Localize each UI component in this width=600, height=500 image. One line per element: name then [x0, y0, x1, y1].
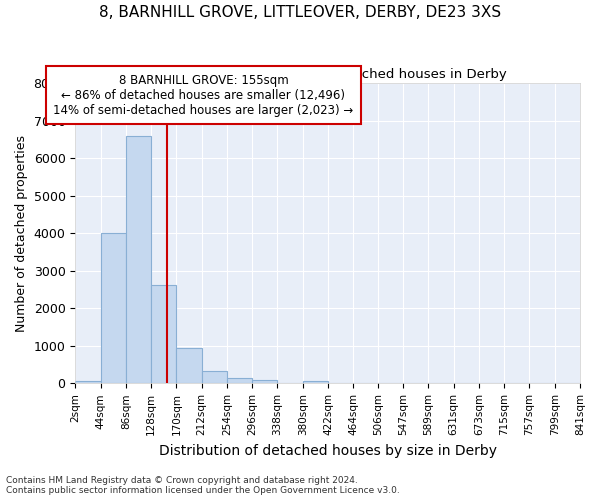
Text: 8, BARNHILL GROVE, LITTLEOVER, DERBY, DE23 3XS: 8, BARNHILL GROVE, LITTLEOVER, DERBY, DE… [99, 5, 501, 20]
Bar [252, 380, 277, 384]
Bar [75, 380, 101, 384]
X-axis label: Distribution of detached houses by size in Derby: Distribution of detached houses by size … [158, 444, 497, 458]
Bar [176, 348, 202, 384]
Y-axis label: Number of detached properties: Number of detached properties [15, 134, 28, 332]
Bar [101, 233, 126, 384]
Text: Contains HM Land Registry data © Crown copyright and database right 2024.
Contai: Contains HM Land Registry data © Crown c… [6, 476, 400, 495]
Bar [126, 136, 151, 384]
Bar [202, 372, 227, 384]
Bar [302, 380, 328, 384]
Bar [151, 285, 176, 384]
Title: Size of property relative to detached houses in Derby: Size of property relative to detached ho… [149, 68, 506, 80]
Text: 8 BARNHILL GROVE: 155sqm
← 86% of detached houses are smaller (12,496)
14% of se: 8 BARNHILL GROVE: 155sqm ← 86% of detach… [53, 74, 353, 116]
Bar [227, 378, 252, 384]
